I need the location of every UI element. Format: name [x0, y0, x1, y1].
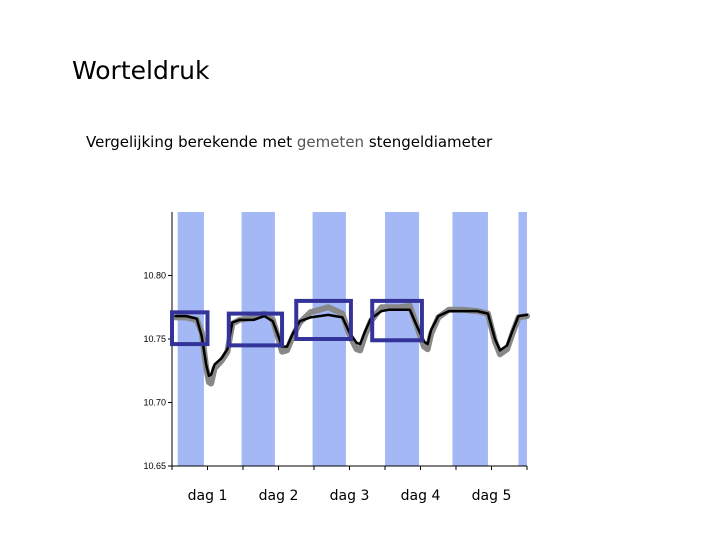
- x-category-label: dag 5: [472, 488, 512, 504]
- day-band-6: [518, 212, 527, 466]
- x-categories: dag 1 dag 2 dag 3 dag 4 dag 5: [188, 488, 512, 504]
- highlight-box-3: [294, 298, 353, 341]
- slide-subtitle: Vergelijking berekende met gemeten steng…: [86, 133, 492, 151]
- highlight-box-1: [170, 310, 210, 347]
- y-ticks: 10.65 10.70 10.75 10.80: [143, 271, 172, 471]
- highlight-boxes: [170, 298, 424, 348]
- y-tick-label: 10.80: [143, 271, 166, 281]
- subtitle-post: stengeldiameter: [364, 133, 493, 151]
- day-band-5: [452, 212, 488, 466]
- x-category-label: dag 3: [330, 488, 370, 504]
- x-category-label: dag 1: [188, 488, 228, 504]
- subtitle-pre: Vergelijking berekende met: [86, 133, 297, 151]
- x-ticks: [171, 466, 528, 470]
- y-tick-label: 10.65: [143, 461, 166, 471]
- y-tick-label: 10.70: [143, 398, 166, 408]
- x-category-label: dag 2: [259, 488, 299, 504]
- slide-title: Worteldruk: [72, 56, 210, 85]
- day-band-1: [177, 212, 204, 466]
- subtitle-highlight: gemeten: [296, 133, 365, 151]
- y-tick-label: 10.75: [143, 334, 166, 344]
- highlight-box-2: [226, 311, 285, 348]
- day-band-2: [241, 212, 275, 466]
- x-category-label: dag 4: [401, 488, 441, 504]
- highlight-box-4: [370, 298, 424, 343]
